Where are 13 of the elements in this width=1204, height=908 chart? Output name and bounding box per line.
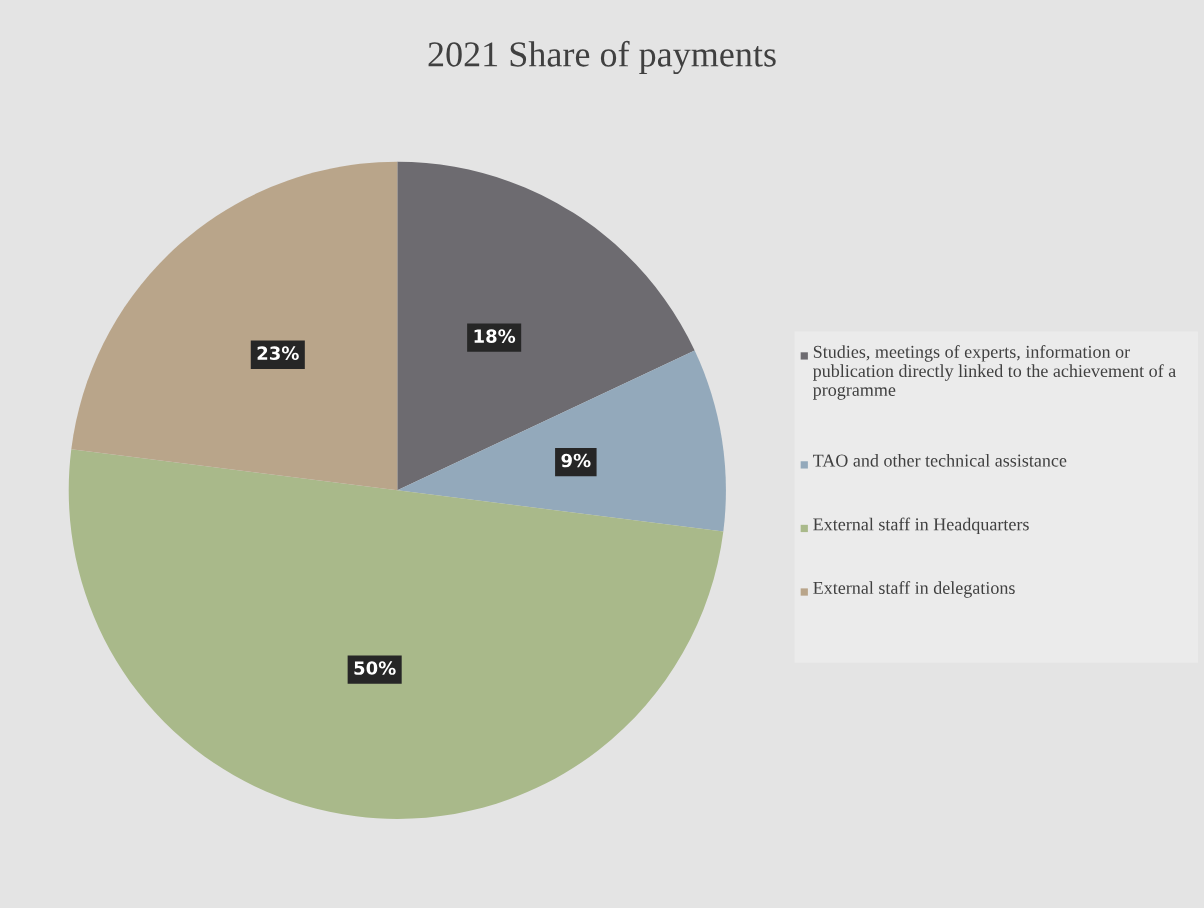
legend-label: External staff in delegations [813,581,1015,598]
chart-title: 2021 Share of payments [428,40,776,75]
data-label: 9% [561,453,591,468]
legend-label: Studies, meetings of experts, information or publication directly linked to the achievement of a programme [812,345,1176,400]
data-label: 50% [354,661,396,675]
legend-label: External staff in Headquarters [813,517,1029,535]
pie-slice [68,449,724,819]
data-label: 23% [257,346,299,360]
pie-slice [397,350,726,532]
legend-label: TAO and other technical assistance [813,454,1067,467]
pie-slice [397,161,695,491]
pie-slice [71,161,398,491]
data-label: 18% [474,329,516,343]
